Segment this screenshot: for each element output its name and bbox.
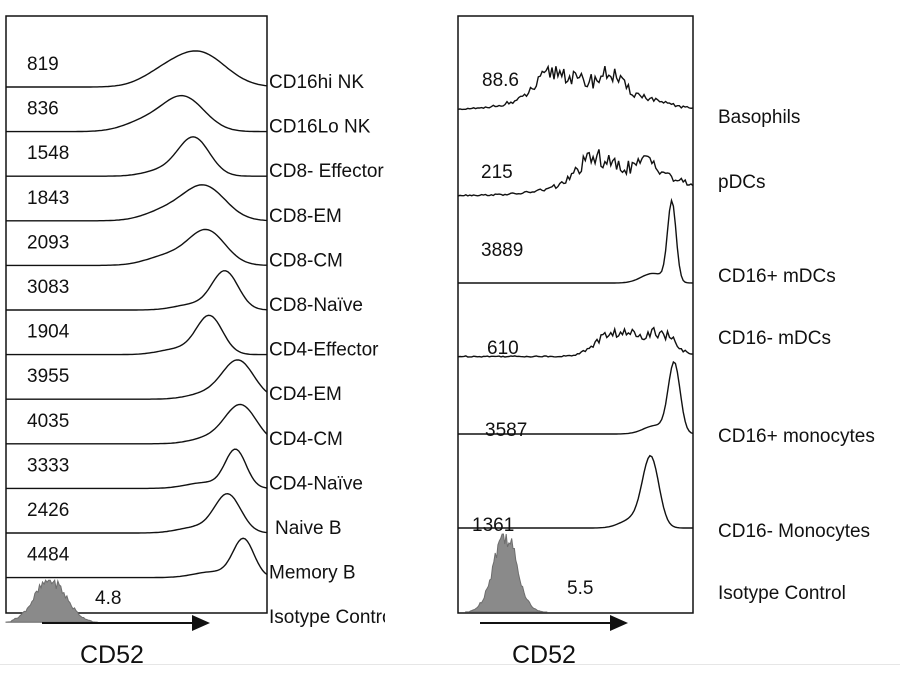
row-label: CD4-Effector [269,340,379,361]
histogram-curve [458,360,694,435]
left-histogram-panel: 819 CD16hi NK 836 CD16Lo NK 1548 CD8- Effecto… [5,15,397,628]
histogram-curve [6,359,268,400]
row-value: 3955 [27,366,69,387]
histogram-curve [6,228,267,267]
panel-frame [457,15,694,614]
row-value: 4035 [27,411,69,432]
histogram-curve [6,403,268,445]
row-value: 2426 [27,500,69,521]
histogram-curve [6,184,268,222]
row-label: CD8-Naïve [269,295,363,316]
histogram-row-basophils: 88.6 Basophils [457,64,800,128]
isotype-histogram-fill [465,533,548,613]
histogram-row-cd4-cm: 4035 CD4-CM [6,403,343,450]
histogram-row-cd16hi-nk: 819 CD16hi NK [6,50,364,93]
row-value: 819 [27,54,59,75]
histogram-curve [6,314,267,356]
row-label: CD16Lo NK [269,117,371,138]
row-value: 1361 [472,515,514,536]
histogram-row-cd8-naive: 3083 CD8-Naïve [6,270,363,316]
histogram-row-isotype-control: 4.8 Isotype Control [5,578,397,628]
row-value: 3889 [481,240,523,261]
histogram-curve [6,492,268,534]
row-label: CD16- Monocytes [718,521,870,542]
histogram-row-isotype-control: 5.5 Isotype Control [465,533,846,613]
histogram-curve [6,50,268,88]
row-label: CD16+ mDCs [718,266,836,287]
row-label: Naive B [275,518,342,539]
row-label: Isotype Control [269,607,397,628]
histogram-curve [458,197,694,284]
row-value: 4484 [27,545,70,566]
histogram-curve [457,149,694,197]
row-label: CD16- mDCs [718,328,831,349]
histogram-row-cd16-mdcs: 3889 CD16+ mDCs [458,197,836,287]
histogram-row-cd4-em: 3955 CD4-EM [6,359,342,405]
bottom-divider [0,664,900,665]
row-value: 4.8 [95,588,121,609]
histogram-row-pdcs: 215 pDCs [457,149,766,197]
row-label: CD16hi NK [269,72,364,93]
row-label: CD4-EM [269,384,342,405]
histogram-curve [458,454,693,529]
histogram-curve [6,270,268,311]
row-value: 3333 [27,455,69,476]
histogram-row-cd16-mdcs: 610 CD16- mDCs [457,326,831,359]
histogram-row-cd4-naive: 3333 CD4-Naïve [6,448,363,494]
row-label: CD4-Naïve [269,473,363,494]
isotype-histogram-fill [5,578,99,623]
row-value: 5.5 [567,578,593,599]
histogram-row-naive-b: 2426 Naive B [6,492,342,539]
row-label: CD8- Effector [269,161,384,182]
row-label: CD16+ monocytes [718,426,875,447]
histogram-row-cd8-effector: 1548 CD8- Effector [6,136,384,182]
histogram-row-memory-b: 4484 Memory B [6,537,356,584]
histogram-row-cd16-monocytes: 1361 CD16- Monocytes [458,454,870,542]
row-label: Memory B [269,563,356,584]
histogram-curve [6,448,268,490]
histogram-row-cd4-effector: 1904 CD4-Effector [6,314,379,361]
histogram-curve [6,136,267,177]
row-value: 3083 [27,277,69,298]
histogram-row-cd8-cm: 2093 CD8-CM [6,228,343,271]
row-label: CD8-CM [269,250,343,271]
row-value: 836 [27,99,59,120]
histogram-row-cd16lo-nk: 836 CD16Lo NK [6,94,371,138]
panel-frame [5,15,268,614]
histogram-curve [6,94,267,133]
row-value: 2093 [27,232,69,253]
row-label: CD4-CM [269,429,343,450]
row-label: Basophils [718,107,800,128]
row-value: 215 [481,162,513,183]
histogram-row-cd16-monocytes: 3587 CD16+ monocytes [458,360,875,447]
row-label: Isotype Control [718,583,846,604]
row-value: 1904 [27,322,70,343]
row-label: pDCs [718,172,766,193]
histogram-curve [6,537,268,579]
right-histogram-panel: 88.6 Basophils 215 pDCs 3889 CD16+ mDCs 610 CD1… [457,15,875,614]
row-label: CD8-EM [269,206,342,227]
histogram-row-cd8-em: 1843 CD8-EM [6,184,342,227]
row-value: 610 [487,338,519,359]
right-axis-arrow [480,615,628,631]
histogram-curve [457,64,694,111]
row-value: 1843 [27,188,69,209]
histogram-curve [457,326,694,358]
row-value: 3587 [485,420,527,441]
row-value: 88.6 [482,70,519,91]
row-value: 1548 [27,143,69,164]
left-axis-arrow [42,615,210,631]
